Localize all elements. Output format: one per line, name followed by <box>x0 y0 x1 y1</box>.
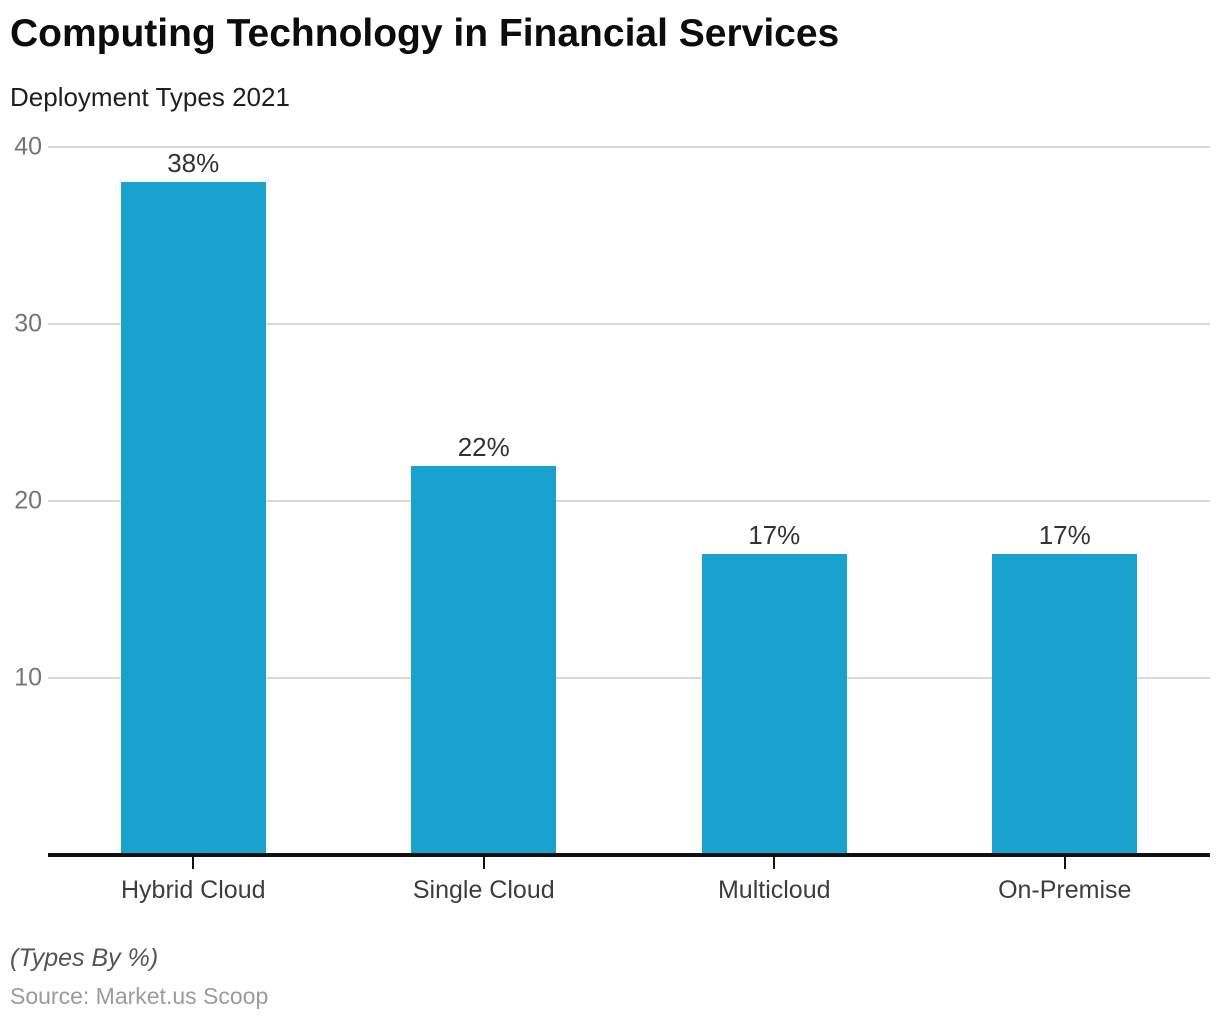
bar-single-cloud[interactable] <box>411 466 557 855</box>
x-axis-tick-mark <box>773 857 776 869</box>
bar-value-label: 17% <box>1038 520 1091 550</box>
bar-value-label: 38% <box>167 148 220 178</box>
x-axis-tick-mark <box>482 857 485 869</box>
gridline-20 <box>48 500 1210 502</box>
chart-unit-note: (Types By %) <box>10 944 159 972</box>
x-axis-tick-mark <box>1063 857 1066 869</box>
chart-source: Source: Market.us Scoop <box>10 983 269 1009</box>
chart-subtitle: Deployment Types 2021 <box>10 82 290 112</box>
gridline-10 <box>48 677 1210 679</box>
bar-value-label: 22% <box>457 432 510 462</box>
x-axis-category-label: Multicloud <box>717 876 831 904</box>
x-axis-category-label: Single Cloud <box>412 876 555 904</box>
x-axis-tick-mark <box>192 857 195 869</box>
gridline-30 <box>48 323 1210 325</box>
x-axis-category-label: Hybrid Cloud <box>120 876 266 904</box>
bar-on-premise[interactable] <box>992 554 1138 855</box>
bar-multicloud[interactable] <box>701 554 847 855</box>
bar-value-label: 17% <box>748 520 801 550</box>
y-axis-tick-label-40: 40 <box>14 132 42 161</box>
gridline-40 <box>48 146 1210 148</box>
y-axis-tick-label-10: 10 <box>14 663 42 692</box>
y-axis-tick-label-30: 30 <box>14 309 42 338</box>
y-axis-tick-label-20: 20 <box>14 486 42 515</box>
bar-hybrid-cloud[interactable] <box>120 182 266 855</box>
chart-title: Computing Technology in Financial Servic… <box>10 12 840 55</box>
x-axis-category-label: On-Premise <box>998 876 1132 904</box>
x-axis-line <box>48 853 1210 857</box>
